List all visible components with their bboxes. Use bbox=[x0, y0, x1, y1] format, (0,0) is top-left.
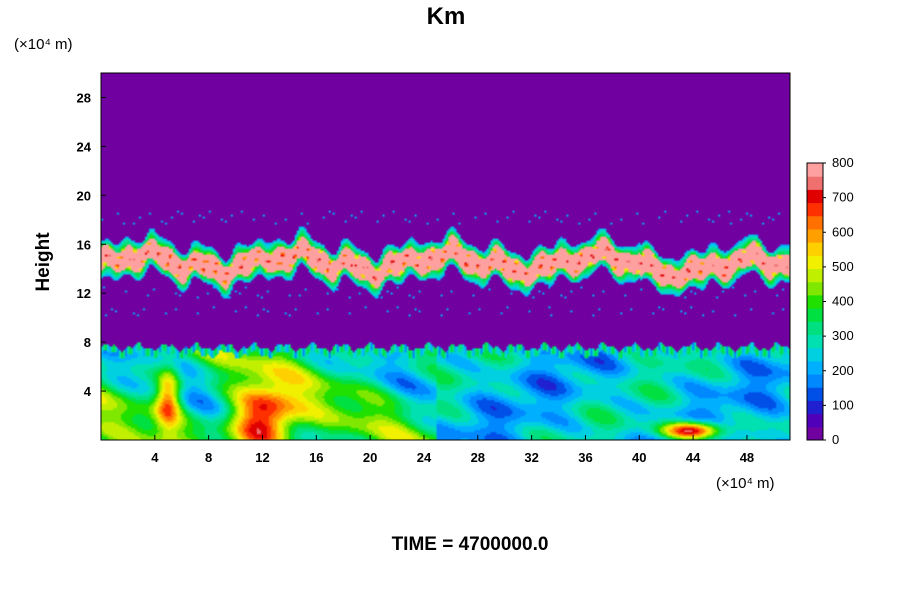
colorbar: 0 100 200 300 400 500 600 700 800 bbox=[806, 155, 854, 447]
colorbar-swatch bbox=[807, 281, 823, 296]
colorbar-swatch bbox=[807, 347, 823, 362]
x-tick-label: 44 bbox=[686, 450, 701, 465]
colorbar-swatch bbox=[807, 387, 823, 401]
x-tick-label: 36 bbox=[578, 450, 592, 465]
x-tick-label: 32 bbox=[524, 450, 538, 465]
colorbar-swatch bbox=[807, 334, 823, 349]
colorbar-swatch bbox=[807, 176, 823, 190]
x-tick-label: 4 bbox=[151, 450, 159, 465]
x-tick-label: 8 bbox=[205, 450, 212, 465]
colorbar-swatch bbox=[807, 255, 823, 270]
x-unit-label: (×10⁴ m) bbox=[716, 475, 775, 492]
colorbar-swatch bbox=[807, 215, 823, 230]
colorbar-tick-label: 500 bbox=[832, 259, 854, 274]
y-axis-ticks: 4 8 12 16 20 24 28 bbox=[77, 90, 106, 399]
colorbar-tick-label: 100 bbox=[832, 397, 854, 412]
colorbar-tick-label: 600 bbox=[832, 224, 854, 239]
y-tick-label: 12 bbox=[77, 286, 91, 301]
x-tick-label: 48 bbox=[740, 450, 754, 465]
colorbar-swatch bbox=[807, 163, 823, 177]
y-tick-label: 4 bbox=[84, 384, 92, 399]
plot-area bbox=[100, 72, 791, 441]
colorbar-swatch bbox=[807, 189, 823, 204]
colorbar-swatch bbox=[807, 426, 823, 441]
colorbar-tick-label: 200 bbox=[832, 363, 854, 378]
colorbar-swatch bbox=[807, 413, 823, 428]
y-tick-label: 16 bbox=[77, 237, 91, 252]
y-tick-label: 8 bbox=[84, 335, 91, 350]
colorbar-swatch bbox=[807, 228, 823, 243]
colorbar-swatch bbox=[807, 202, 823, 217]
colorbar-tick-label: 800 bbox=[832, 155, 854, 170]
y-tick-label: 24 bbox=[77, 139, 92, 154]
x-tick-label: 16 bbox=[309, 450, 323, 465]
colorbar-swatch bbox=[807, 268, 823, 283]
time-footer: TIME = 4700000.0 bbox=[392, 534, 549, 555]
x-tick-label: 24 bbox=[417, 450, 432, 465]
colorbar-swatch bbox=[807, 374, 823, 388]
x-tick-label: 28 bbox=[471, 450, 485, 465]
colorbar-swatch bbox=[807, 360, 823, 375]
colorbar-tick-label: 400 bbox=[832, 294, 854, 309]
colorbar-swatch bbox=[807, 321, 823, 335]
y-axis-label: Height bbox=[33, 232, 54, 292]
x-axis-ticks: 4 8 12 16 20 24 28 32 36 40 44 48 bbox=[151, 435, 754, 465]
chart-title: Km bbox=[427, 3, 466, 30]
x-tick-label: 12 bbox=[255, 450, 269, 465]
x-tick-label: 20 bbox=[363, 450, 377, 465]
y-unit-label: (×10⁴ m) bbox=[14, 36, 73, 53]
heatmap-field bbox=[101, 73, 790, 440]
colorbar-swatch bbox=[807, 242, 823, 256]
plot-frame bbox=[100, 72, 791, 441]
colorbar-tick-label: 700 bbox=[832, 190, 854, 205]
y-tick-label: 28 bbox=[77, 90, 91, 105]
colorbar-swatch bbox=[807, 400, 823, 415]
colorbar-swatch bbox=[807, 294, 823, 309]
colorbar-tick-label: 300 bbox=[832, 328, 854, 343]
x-tick-label: 40 bbox=[632, 450, 646, 465]
colorbar-tick-label: 0 bbox=[832, 432, 839, 447]
colorbar-swatch bbox=[807, 308, 823, 322]
y-tick-label: 20 bbox=[77, 188, 91, 203]
